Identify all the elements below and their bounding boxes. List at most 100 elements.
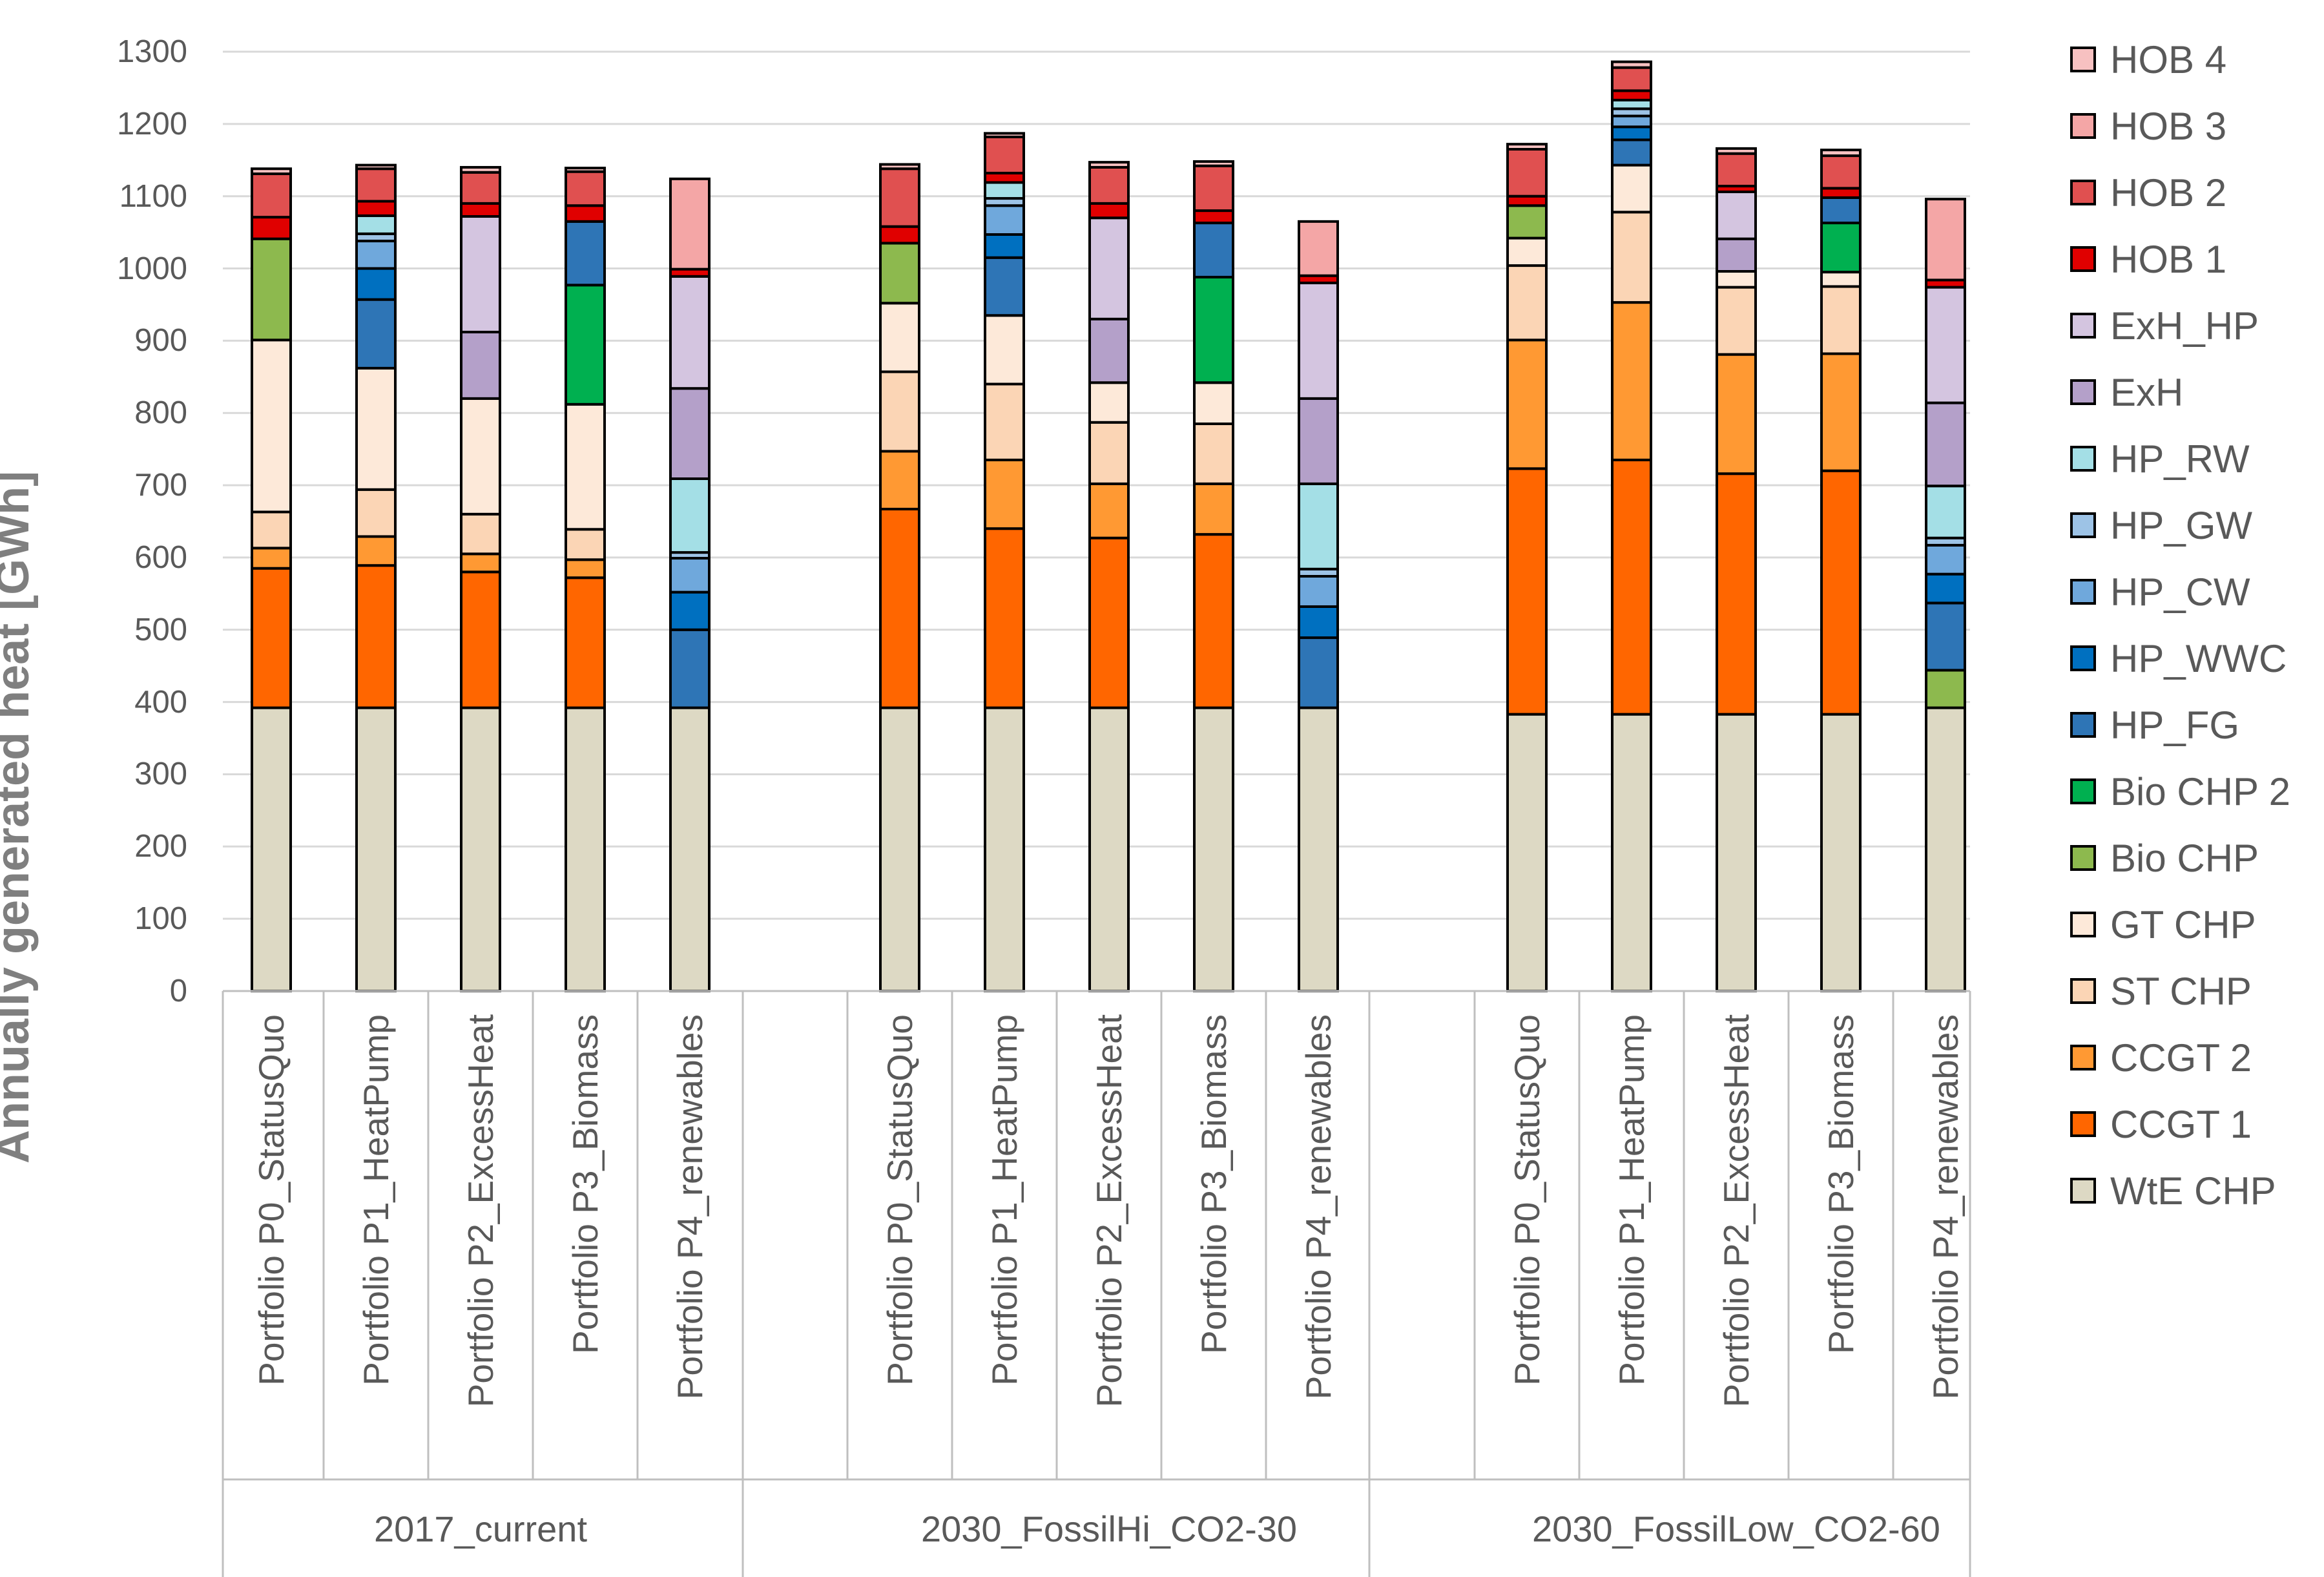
bar-segment-st-chp [460, 512, 501, 556]
bar-segment-hp-wwc [355, 267, 397, 301]
bar-segment-gt-chp [1088, 381, 1130, 424]
bar-segment-hob-2 [251, 172, 292, 219]
legend-swatch [2070, 579, 2096, 605]
y-tick-label: 400 [134, 684, 187, 720]
x-category-label: Portfolio P1_HeatPump [984, 1014, 1024, 1386]
bar-segment-ccgt-2 [1088, 482, 1130, 539]
bar-segment-hp-fg [355, 298, 397, 370]
bar-segment-gt-chp [355, 366, 397, 491]
legend-item: HOB 4 [2070, 34, 2226, 85]
bar-segment-ccgt-2 [1506, 339, 1548, 470]
legend-label: HP_FG [2110, 703, 2240, 747]
x-category-label: Portfolio P4_renewables [1925, 1014, 1966, 1400]
bar-segment-gt-chp [879, 302, 920, 373]
bar-segment-hob-1 [355, 200, 397, 217]
bar-segment-bio-chp [879, 242, 920, 305]
bar-segment-ccgt-2 [1193, 482, 1234, 536]
bar-segment-hob-1 [251, 216, 292, 240]
bar-segment-hp-rw [669, 477, 711, 554]
bar-segment-hob-2 [1506, 147, 1548, 198]
legend-item: HP_RW [2070, 433, 2250, 485]
bar-segment-hob-4 [1193, 160, 1234, 167]
legend-item: HP_WWC [2070, 632, 2287, 684]
bar-segment-gt-chp [1820, 271, 1862, 288]
legend-label: ST CHP [2110, 969, 2252, 1013]
bar-segment-hob-2 [1820, 154, 1862, 190]
y-tick-label: 500 [134, 612, 187, 647]
legend-item: HOB 1 [2070, 233, 2226, 285]
bar-segment-gt-chp [460, 397, 501, 516]
bar-segment-ccgt-2 [460, 552, 501, 574]
bar-segment-wte-chp [1820, 713, 1862, 993]
y-tick-label: 1000 [116, 251, 187, 286]
bar-segment-st-chp [879, 370, 920, 453]
bar-segment-bio-chp [1506, 204, 1548, 240]
x-category-label: Portfolio P2_ExcessHeat [1716, 1014, 1756, 1408]
bar-segment-hob-1 [1088, 202, 1130, 220]
bar-segment-hob-4 [355, 163, 397, 171]
legend-item: ExH [2070, 366, 2183, 418]
bar-segment-hp-rw [1925, 485, 1966, 539]
x-category-label: Portfolio P3_Biomass [1194, 1014, 1234, 1354]
bar-segment-hp-fg [984, 256, 1025, 317]
bar-segment-hob-1 [1506, 194, 1548, 207]
y-tick-label: 800 [134, 395, 187, 431]
bar-segment-gt-chp [1611, 163, 1652, 214]
legend-swatch [2070, 379, 2096, 405]
bar-segment-hp-wwc [1611, 125, 1652, 141]
y-tick-label: 300 [134, 757, 187, 792]
bar-segment-ccgt-1 [355, 564, 397, 709]
bar-segment-wte-chp [669, 706, 711, 993]
x-category-label: Portfolio P3_Biomass [565, 1014, 605, 1354]
bar-segment-gt-chp [1193, 381, 1234, 426]
bar-segment-hob-4 [460, 165, 501, 174]
bar-segment-hp-rw [355, 214, 397, 235]
bar-segment-ccgt-2 [1820, 352, 1862, 472]
y-tick-label: 1100 [119, 178, 187, 214]
legend-label: ExH_HP [2110, 304, 2259, 348]
bar-segment-hp-cw [1611, 114, 1652, 129]
bar-segment-st-chp [355, 488, 397, 538]
bar-segment-hob-2 [879, 167, 920, 228]
bar-segment-exh [1925, 401, 1966, 488]
y-axis-label: Annually generated heat [GWh] [0, 470, 39, 1164]
legend-label: CCGT 1 [2110, 1102, 2252, 1146]
legend-swatch [2070, 1111, 2096, 1137]
bar-segment-exh [1716, 237, 1757, 273]
legend-item: Bio CHP [2070, 832, 2259, 884]
bar-segment-ccgt-1 [1716, 472, 1757, 716]
bar-segment-hp-rw [1298, 482, 1339, 570]
bar-segment-st-chp [984, 382, 1025, 461]
bar-segment-wte-chp [355, 706, 397, 993]
x-category-label: Portfolio P4_renewables [1298, 1014, 1338, 1400]
bar-segment-hp-fg [1298, 636, 1339, 709]
legend-label: HOB 2 [2110, 171, 2227, 214]
bar-segment-ccgt-2 [355, 535, 397, 567]
legend-item: CCGT 1 [2070, 1098, 2252, 1150]
bar-segment-exh [1298, 397, 1339, 485]
bar-segment-ccgt-2 [1716, 353, 1757, 475]
legend-item: HOB 2 [2070, 167, 2226, 218]
bar-segment-hob-2 [1088, 165, 1130, 205]
bar-segment-hp-rw [1611, 98, 1652, 110]
bar-segment-ccgt-2 [251, 547, 292, 570]
bar-segment-hob-4 [1820, 149, 1862, 158]
bar-segment-wte-chp [1611, 713, 1652, 993]
legend-item: Bio CHP 2 [2070, 766, 2290, 817]
bar-segment-ccgt-1 [984, 527, 1025, 709]
legend-item: CCGT 2 [2070, 1032, 2252, 1083]
legend-item: HP_CW [2070, 566, 2250, 618]
legend-swatch [2070, 845, 2096, 871]
y-tick-label: 1300 [116, 34, 187, 69]
bar-segment-ccgt-1 [460, 570, 501, 709]
bar-segment-hob-1 [1611, 89, 1652, 101]
bar-segment-hp-cw [669, 557, 711, 594]
bar-segment-hob-4 [565, 167, 606, 173]
x-category-label: Portfolio P1_HeatPump [1612, 1014, 1652, 1386]
bar-segment-hp-fg [1611, 138, 1652, 167]
legend-label: Bio CHP 2 [2110, 769, 2291, 813]
bar-segment-exh-hp [669, 275, 711, 390]
legend-swatch [2070, 512, 2096, 538]
bar-segment-hob-1 [460, 202, 501, 218]
